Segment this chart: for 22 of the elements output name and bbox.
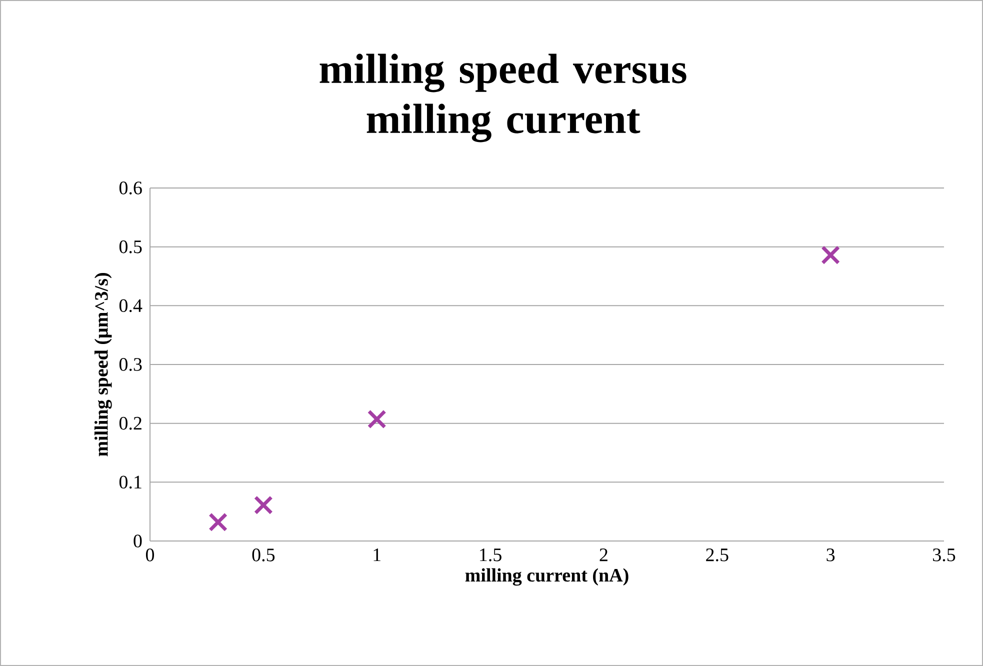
x-tick-label: 3 xyxy=(826,548,835,562)
x-tick-label: 2 xyxy=(600,548,608,562)
x-tick-label: 1.5 xyxy=(480,548,502,562)
point xyxy=(208,512,228,532)
y-axis-title: milling speed (µm^3/s) xyxy=(94,273,112,456)
point xyxy=(821,246,840,265)
y-tick-label: 0 xyxy=(134,534,142,548)
y-tick-label: 0.3 xyxy=(119,358,142,371)
x-tick-label: 1 xyxy=(374,548,380,562)
x-tick-label: 2.5 xyxy=(706,548,728,562)
chart-title: milling speed versus milling current xyxy=(320,54,686,142)
y-tick-label: 0.1 xyxy=(119,476,142,489)
y-tick-label: 0.6 xyxy=(119,182,142,194)
x-tick-label: 0.5 xyxy=(252,548,275,562)
point xyxy=(254,496,273,515)
y-tick-label: 0.5 xyxy=(119,240,142,254)
y-tick-label: 0.2 xyxy=(119,416,142,430)
x-tick-label: 3.5 xyxy=(933,548,956,562)
x-axis-title: milling current (nA) xyxy=(465,568,628,586)
x-tick-label: 0 xyxy=(146,548,154,562)
y-tick-label: 0.4 xyxy=(119,299,142,312)
point xyxy=(367,410,386,429)
